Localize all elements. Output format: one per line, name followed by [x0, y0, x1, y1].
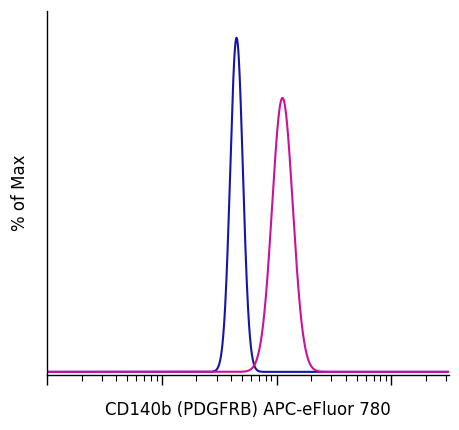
- Y-axis label: % of Max: % of Max: [11, 155, 29, 231]
- X-axis label: CD140b (PDGFRB) APC-eFluor 780: CD140b (PDGFRB) APC-eFluor 780: [105, 401, 390, 419]
